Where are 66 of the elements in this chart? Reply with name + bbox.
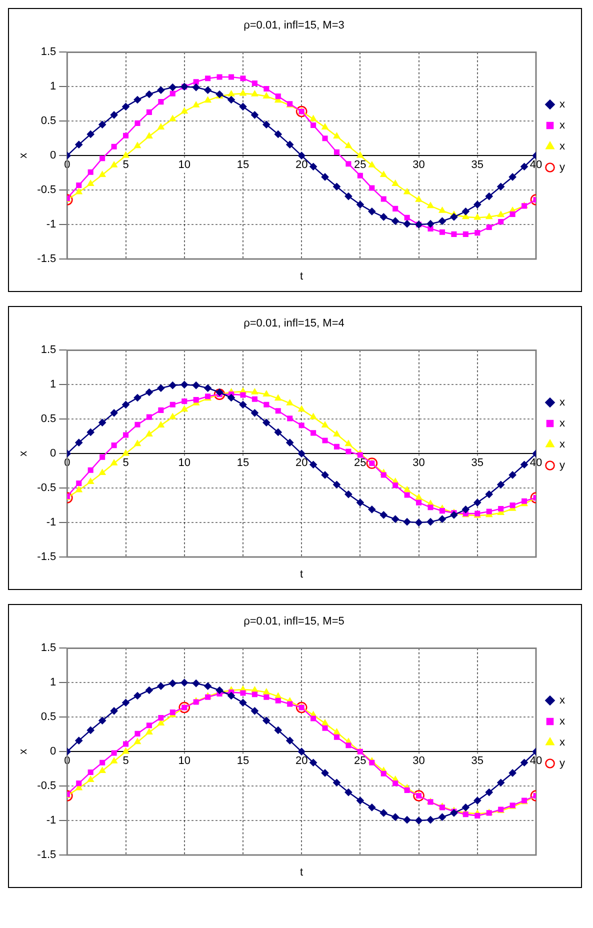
y-tick-label: -1	[46, 218, 56, 231]
x-axis-title: t	[300, 866, 304, 879]
y-tick-label: -1.5	[37, 551, 56, 564]
y-tick-label: -0.5	[37, 482, 56, 494]
x-tick-label: 15	[236, 159, 250, 172]
y-tick-label: -0.5	[37, 780, 56, 792]
y-tick-label: -1	[46, 516, 56, 529]
x-tick-label: 10	[178, 159, 190, 172]
y-tick-label: 1.5	[40, 344, 56, 356]
y-tick-label: 1	[50, 378, 56, 391]
x-tick-label: 30	[412, 159, 425, 172]
legend-label: x	[560, 418, 566, 430]
x-tick-label: 35	[471, 159, 484, 172]
x-tick-label: 5	[122, 159, 129, 172]
y-tick-label: -0.5	[37, 184, 56, 196]
y-axis-title: x	[18, 450, 30, 456]
y-tick-label: 0.5	[40, 413, 56, 426]
x-tick-label: 25	[354, 159, 366, 172]
x-tick-label: 10	[178, 755, 190, 768]
x-tick-label: 15	[236, 457, 250, 470]
x-tick-label: 5	[122, 755, 129, 768]
legend-label: y	[560, 758, 566, 770]
x-tick-label: 35	[471, 457, 484, 470]
chart-title: ρ=0.01, infl=15, M=4	[244, 318, 344, 330]
y-axis-title: x	[18, 152, 30, 158]
y-tick-label: -1.5	[37, 253, 56, 266]
y-tick-label: 1.5	[40, 642, 56, 654]
legend-label: x	[560, 120, 566, 132]
y-tick-label: 1	[50, 676, 56, 689]
x-tick-label: 25	[354, 457, 366, 470]
y-tick-label: 0	[50, 150, 56, 162]
x-tick-label: 30	[412, 457, 425, 470]
legend-label: x	[560, 98, 566, 111]
legend-label: x	[560, 736, 566, 749]
y-tick-label: -1	[46, 814, 56, 827]
x-tick-label: 35	[471, 755, 484, 768]
x-tick-label: 20	[295, 755, 308, 768]
x-tick-label: 25	[354, 755, 366, 768]
x-tick-label: 20	[295, 457, 308, 470]
legend-label: x	[560, 396, 566, 409]
y-tick-label: 0.5	[40, 711, 56, 724]
x-tick-label: 10	[178, 457, 190, 470]
y-tick-label: 0.5	[40, 115, 56, 128]
x-tick-label: 40	[530, 457, 542, 470]
chart-title: ρ=0.01, infl=15, M=3	[244, 20, 344, 32]
x-tick-label: 15	[236, 755, 250, 768]
y-tick-label: 0	[50, 746, 56, 758]
x-tick-label: 20	[295, 159, 308, 172]
x-axis-title: t	[300, 270, 304, 283]
legend-label: x	[560, 694, 566, 707]
x-axis-title: t	[300, 568, 304, 581]
legend-label: x	[560, 438, 566, 451]
x-tick-label: 30	[412, 755, 425, 768]
x-tick-label: 40	[530, 159, 542, 172]
x-tick-label: 40	[530, 755, 542, 768]
y-tick-label: 0	[50, 448, 56, 460]
legend-label: y	[560, 460, 566, 472]
chart-title: ρ=0.01, infl=15, M=5	[244, 616, 344, 628]
y-axis-title: x	[18, 748, 30, 754]
x-tick-label: 5	[122, 457, 129, 470]
legend-label: x	[560, 716, 566, 728]
y-tick-label: 1	[50, 80, 56, 93]
legend-label: x	[560, 140, 566, 153]
y-tick-label: 1.5	[40, 46, 56, 58]
legend-label: y	[560, 162, 566, 174]
y-tick-label: -1.5	[37, 849, 56, 862]
